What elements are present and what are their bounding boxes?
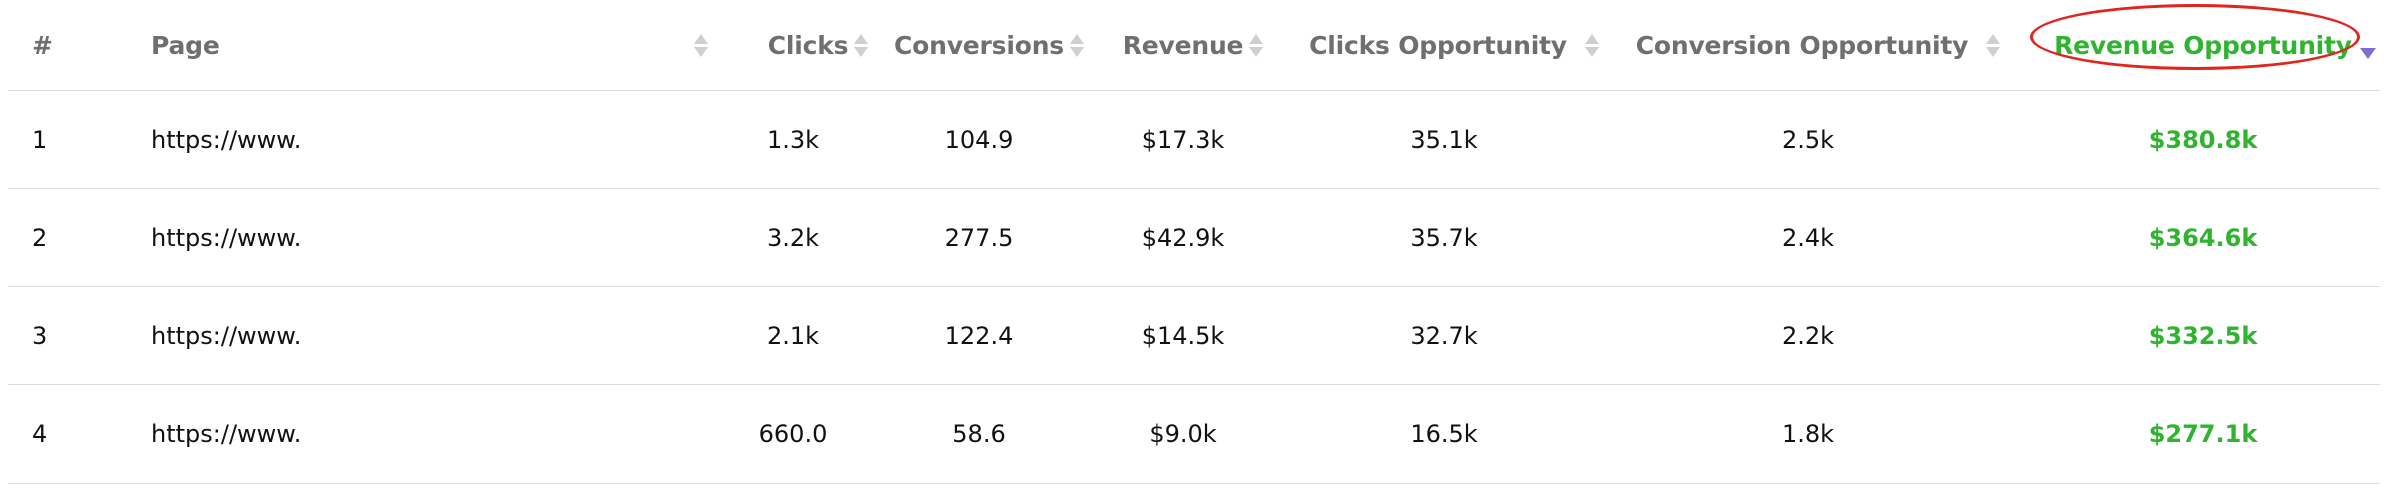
sort-desc-icon (1249, 46, 1264, 57)
page-url-link[interactable]: https://www. (151, 322, 302, 350)
column-header-conversion-opportunity[interactable]: Conversion Opportunity (1628, 0, 2008, 90)
column-header-revenue-label: Revenue (1122, 30, 1244, 60)
revenue-value: $17.3k (1141, 126, 1225, 154)
conversion-opportunity-value: 1.8k (1781, 420, 1835, 448)
annotation-circle (2030, 4, 2360, 70)
page-url-link[interactable]: https://www. (151, 126, 302, 154)
sort-asc-icon (1584, 33, 1599, 44)
sort-desc-icon (1986, 46, 2001, 57)
sort-clicks-opportunity[interactable] (1584, 33, 1599, 57)
row-index: 4 (32, 420, 48, 448)
column-header-clicks-opportunity[interactable]: Clicks Opportunity (1304, 0, 1604, 90)
sort-asc-icon (854, 33, 869, 44)
conversion-opportunity-value: 2.2k (1781, 322, 1835, 350)
column-header-conversions-label: Conversions (893, 30, 1064, 60)
clicks-opportunity-value: 32.7k (1410, 322, 1478, 350)
revenue-opportunity-value: $332.5k (2148, 322, 2258, 350)
row-index: 3 (32, 322, 48, 350)
clicks-opportunity-value: 16.5k (1410, 420, 1478, 448)
table-row[interactable]: 3 https://www. 2.1k 122.4 $14.5k 32.7k 2… (8, 286, 2380, 385)
sort-desc-icon (1070, 46, 1084, 57)
conversions-value: 122.4 (944, 322, 1014, 350)
conversions-value: 58.6 (952, 420, 1006, 448)
column-header-index: # (32, 30, 53, 60)
sort-desc-icon (1584, 46, 1599, 57)
page-url-link[interactable]: https://www. (151, 224, 302, 252)
clicks-value: 2.1k (766, 322, 820, 350)
revenue-opportunity-value: $364.6k (2148, 224, 2258, 252)
sort-desc-icon (854, 46, 869, 57)
sort-asc-icon (1986, 33, 2001, 44)
revenue-value: $14.5k (1141, 322, 1225, 350)
column-header-clicks-label: Clicks (767, 30, 849, 60)
sort-desc-icon (694, 46, 708, 57)
column-header-page[interactable]: Page (151, 30, 220, 60)
column-header-clicks-opportunity-label: Clicks Opportunity (1309, 30, 1567, 60)
clicks-opportunity-value: 35.1k (1410, 126, 1478, 154)
table-row[interactable]: 4 https://www. 660.0 58.6 $9.0k 16.5k 1.… (8, 384, 2380, 484)
conversions-value: 104.9 (944, 126, 1014, 154)
table-header: # Page Clicks Conversions Revenue Clicks… (8, 0, 2380, 90)
sort-page[interactable] (688, 0, 708, 90)
sort-revenue-opportunity[interactable] (2360, 8, 2376, 98)
sort-asc-icon (1249, 33, 1264, 44)
column-header-clicks[interactable]: Clicks (728, 0, 908, 90)
revenue-value: $42.9k (1141, 224, 1225, 252)
table-row[interactable]: 1 https://www. 1.3k 104.9 $17.3k 35.1k 2… (8, 90, 2380, 189)
conversions-value: 277.5 (944, 224, 1014, 252)
sort-revenue[interactable] (1249, 33, 1264, 57)
sort-clicks[interactable] (854, 33, 869, 57)
clicks-opportunity-value: 35.7k (1410, 224, 1478, 252)
page-url-link[interactable]: https://www. (151, 420, 302, 448)
clicks-value: 1.3k (766, 126, 820, 154)
sort-asc-icon (694, 33, 708, 44)
conversion-opportunity-value: 2.5k (1781, 126, 1835, 154)
sort-conversions[interactable] (1070, 33, 1084, 57)
clicks-value: 3.2k (766, 224, 820, 252)
row-index: 2 (32, 224, 48, 252)
sort-asc-icon (1070, 33, 1084, 44)
conversion-opportunity-value: 2.4k (1781, 224, 1835, 252)
row-index: 1 (32, 126, 48, 154)
column-header-conversion-opportunity-label: Conversion Opportunity (1635, 30, 1969, 60)
column-header-conversions[interactable]: Conversions (884, 0, 1094, 90)
revenue-value: $9.0k (1149, 420, 1217, 448)
clicks-value: 660.0 (758, 420, 828, 448)
revenue-opportunity-value: $380.8k (2148, 126, 2258, 154)
revenue-opportunity-value: $277.1k (2148, 420, 2258, 448)
sort-conversion-opportunity[interactable] (1986, 33, 2001, 57)
table-row[interactable]: 2 https://www. 3.2k 277.5 $42.9k 35.7k 2… (8, 188, 2380, 287)
sort-desc-active-icon (2360, 47, 2376, 59)
column-header-revenue[interactable]: Revenue (1098, 0, 1288, 90)
